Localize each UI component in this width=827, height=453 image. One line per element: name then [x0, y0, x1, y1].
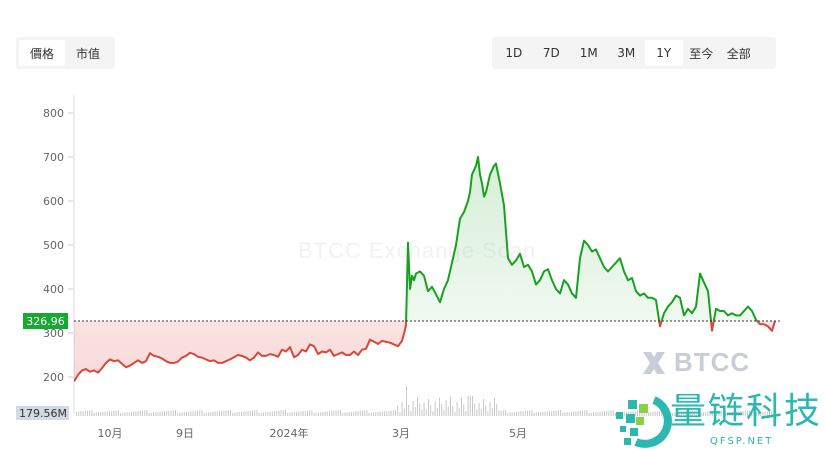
current-price-tag: 326.96 [23, 313, 68, 329]
svg-text:3月: 3月 [392, 427, 410, 440]
x-axis: 10月 9日 2024年 3月 5月 [98, 426, 528, 440]
price-line [74, 156, 776, 382]
svg-text:200: 200 [43, 371, 64, 384]
svg-text:5月: 5月 [509, 427, 527, 440]
btcc-text: BTCC [674, 347, 751, 377]
svg-text:9日: 9日 [176, 427, 194, 440]
range-toggle: 1D 7D 1M 3M 1Y 至今 全部 [492, 37, 776, 69]
range-all[interactable]: 全部 [726, 46, 751, 61]
range-7d[interactable]: 7D [542, 46, 560, 60]
range-1y[interactable]: 1Y [645, 40, 683, 66]
range-1d[interactable]: 1D [505, 46, 523, 60]
tab-market-cap[interactable]: 市值 [75, 46, 100, 61]
svg-text:800: 800 [43, 107, 64, 120]
metric-toggle: 價格 市值 [16, 37, 115, 69]
range-3m[interactable]: 3M [617, 46, 636, 60]
volume-tag: 179.56M [16, 406, 69, 420]
range-1m[interactable]: 1M [579, 46, 598, 60]
qfsp-logo-icon [616, 396, 672, 448]
btcc-logo-icon [643, 351, 665, 374]
svg-text:700: 700 [43, 151, 64, 164]
svg-text:500: 500 [43, 239, 64, 252]
btcc-watermark: BTCC [640, 347, 750, 378]
site-title-watermark: 量链科技 [670, 391, 823, 432]
volume-bars [76, 386, 775, 416]
svg-text:400: 400 [43, 283, 64, 296]
svg-text:10月: 10月 [98, 427, 123, 440]
svg-text:2024年: 2024年 [270, 426, 309, 440]
y-axis: 200 300 400 500 600 700 800 [43, 95, 75, 414]
site-url-watermark: QFSP.NET [710, 436, 774, 447]
range-ytd[interactable]: 至今 [689, 46, 714, 61]
svg-text:600: 600 [43, 195, 64, 208]
svg-text:300: 300 [43, 327, 64, 340]
tab-price[interactable]: 價格 [19, 40, 65, 66]
